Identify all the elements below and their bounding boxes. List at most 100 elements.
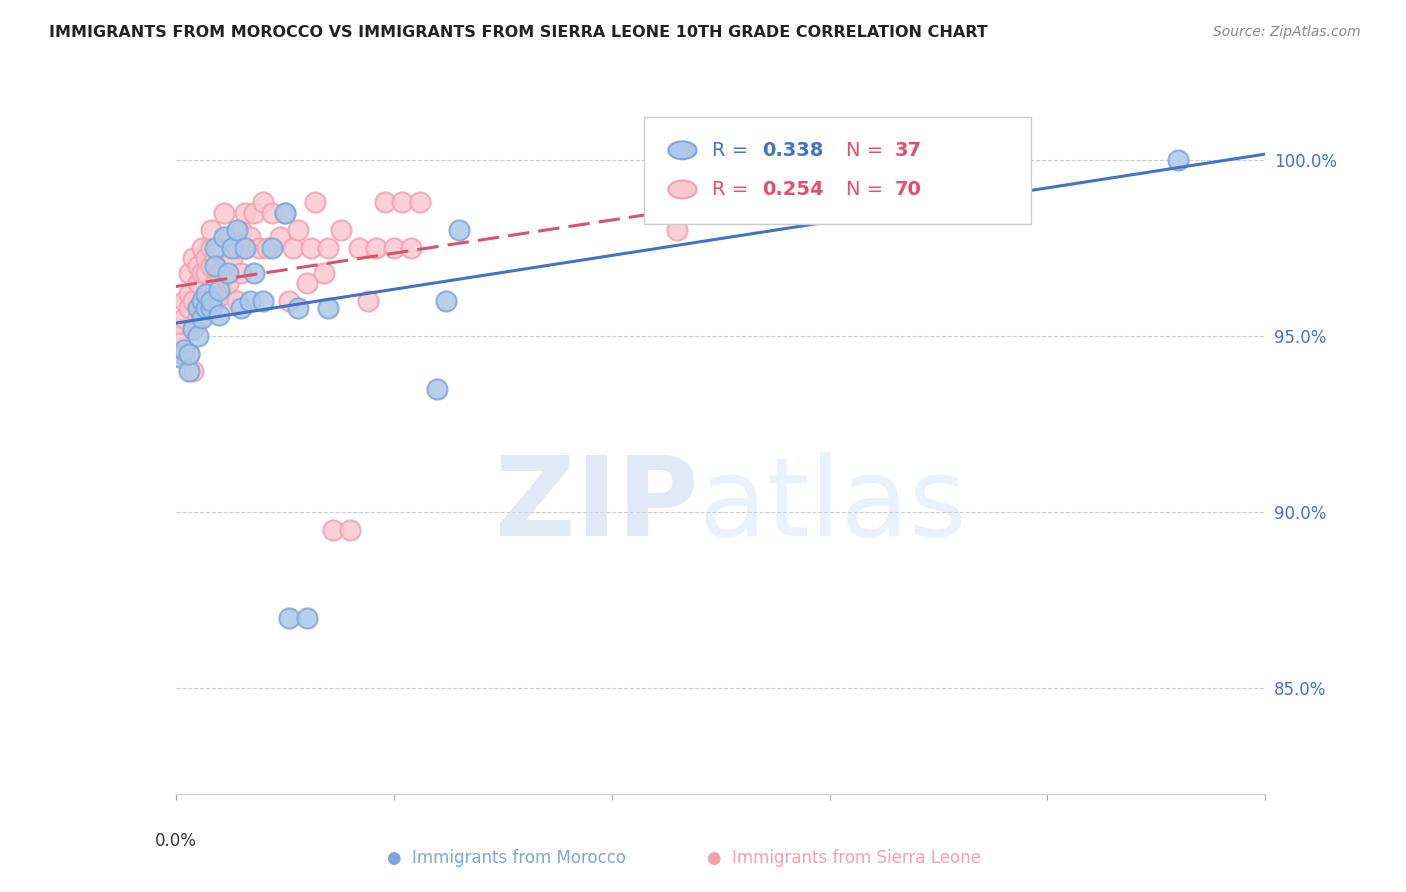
Point	[274, 205, 297, 219]
Point	[243, 266, 266, 280]
Point	[169, 336, 191, 351]
Point	[186, 329, 209, 343]
Text: R =: R =	[711, 141, 755, 160]
Point	[347, 241, 370, 255]
Point	[169, 329, 191, 343]
Point	[318, 301, 340, 315]
Point	[295, 276, 318, 290]
Point	[169, 322, 191, 336]
Point	[260, 205, 283, 219]
Point	[666, 153, 689, 167]
Point	[204, 276, 226, 290]
Point	[208, 308, 231, 322]
Point	[399, 241, 422, 255]
Point	[356, 293, 378, 308]
Point	[191, 266, 214, 280]
Point	[177, 301, 200, 315]
Point	[1167, 153, 1189, 167]
Point	[191, 301, 214, 315]
Point	[181, 252, 204, 266]
Point	[382, 241, 405, 255]
Point	[287, 223, 309, 237]
Text: 0.0%: 0.0%	[155, 831, 197, 850]
Text: ●  Immigrants from Sierra Leone: ● Immigrants from Sierra Leone	[707, 849, 980, 867]
Point	[186, 276, 209, 290]
Point	[239, 293, 262, 308]
Point	[447, 223, 470, 237]
Text: ZIP: ZIP	[495, 452, 699, 559]
Text: N =: N =	[846, 141, 890, 160]
Text: 70: 70	[896, 180, 922, 199]
Point	[318, 241, 340, 255]
Point	[225, 241, 247, 255]
Point	[247, 241, 270, 255]
Point	[322, 523, 344, 537]
Point	[239, 230, 262, 244]
Point	[231, 301, 253, 315]
Point	[256, 241, 278, 255]
Point	[177, 346, 200, 360]
Point	[191, 311, 214, 326]
Point	[186, 311, 209, 326]
Text: IMMIGRANTS FROM MOROCCO VS IMMIGRANTS FROM SIERRA LEONE 10TH GRADE CORRELATION C: IMMIGRANTS FROM MOROCCO VS IMMIGRANTS FR…	[49, 25, 988, 40]
Point	[426, 382, 449, 396]
Point	[260, 241, 283, 255]
FancyBboxPatch shape	[644, 118, 1031, 224]
Point	[186, 301, 209, 315]
Point	[221, 241, 243, 255]
Point	[295, 611, 318, 625]
Point	[181, 293, 204, 308]
Point	[225, 293, 247, 308]
Text: 0.338: 0.338	[762, 141, 824, 160]
Point	[177, 346, 200, 360]
Point	[173, 343, 195, 357]
Point	[217, 266, 239, 280]
Point	[200, 259, 222, 273]
Point	[269, 230, 291, 244]
Point	[235, 241, 257, 255]
Text: ●  Immigrants from Morocco: ● Immigrants from Morocco	[387, 849, 626, 867]
Point	[177, 266, 200, 280]
Point	[195, 293, 218, 308]
Point	[330, 223, 353, 237]
Point	[252, 195, 274, 210]
Point	[204, 252, 226, 266]
Point	[212, 230, 235, 244]
Point	[191, 293, 214, 308]
Point	[200, 241, 222, 255]
Point	[204, 293, 226, 308]
Point	[243, 205, 266, 219]
Point	[204, 259, 226, 273]
Point	[200, 301, 222, 315]
Circle shape	[668, 180, 696, 198]
Point	[195, 301, 218, 315]
Circle shape	[668, 142, 696, 160]
Point	[173, 346, 195, 360]
Text: 0.254: 0.254	[762, 180, 824, 199]
Point	[204, 241, 226, 255]
Point	[181, 364, 204, 378]
Point	[299, 241, 322, 255]
Point	[391, 195, 413, 210]
Point	[195, 252, 218, 266]
Point	[200, 223, 222, 237]
Point	[434, 293, 457, 308]
Point	[181, 322, 204, 336]
Text: 37: 37	[896, 141, 922, 160]
Point	[339, 523, 361, 537]
Point	[252, 293, 274, 308]
Point	[173, 293, 195, 308]
Point	[200, 293, 222, 308]
Point	[177, 286, 200, 301]
Point	[278, 611, 301, 625]
Point	[169, 350, 191, 364]
Point	[217, 230, 239, 244]
Point	[235, 241, 257, 255]
Point	[666, 223, 689, 237]
Point	[181, 322, 204, 336]
Text: Source: ZipAtlas.com: Source: ZipAtlas.com	[1213, 25, 1361, 39]
Point	[191, 241, 214, 255]
Point	[374, 195, 396, 210]
Point	[312, 266, 335, 280]
Point	[208, 266, 231, 280]
